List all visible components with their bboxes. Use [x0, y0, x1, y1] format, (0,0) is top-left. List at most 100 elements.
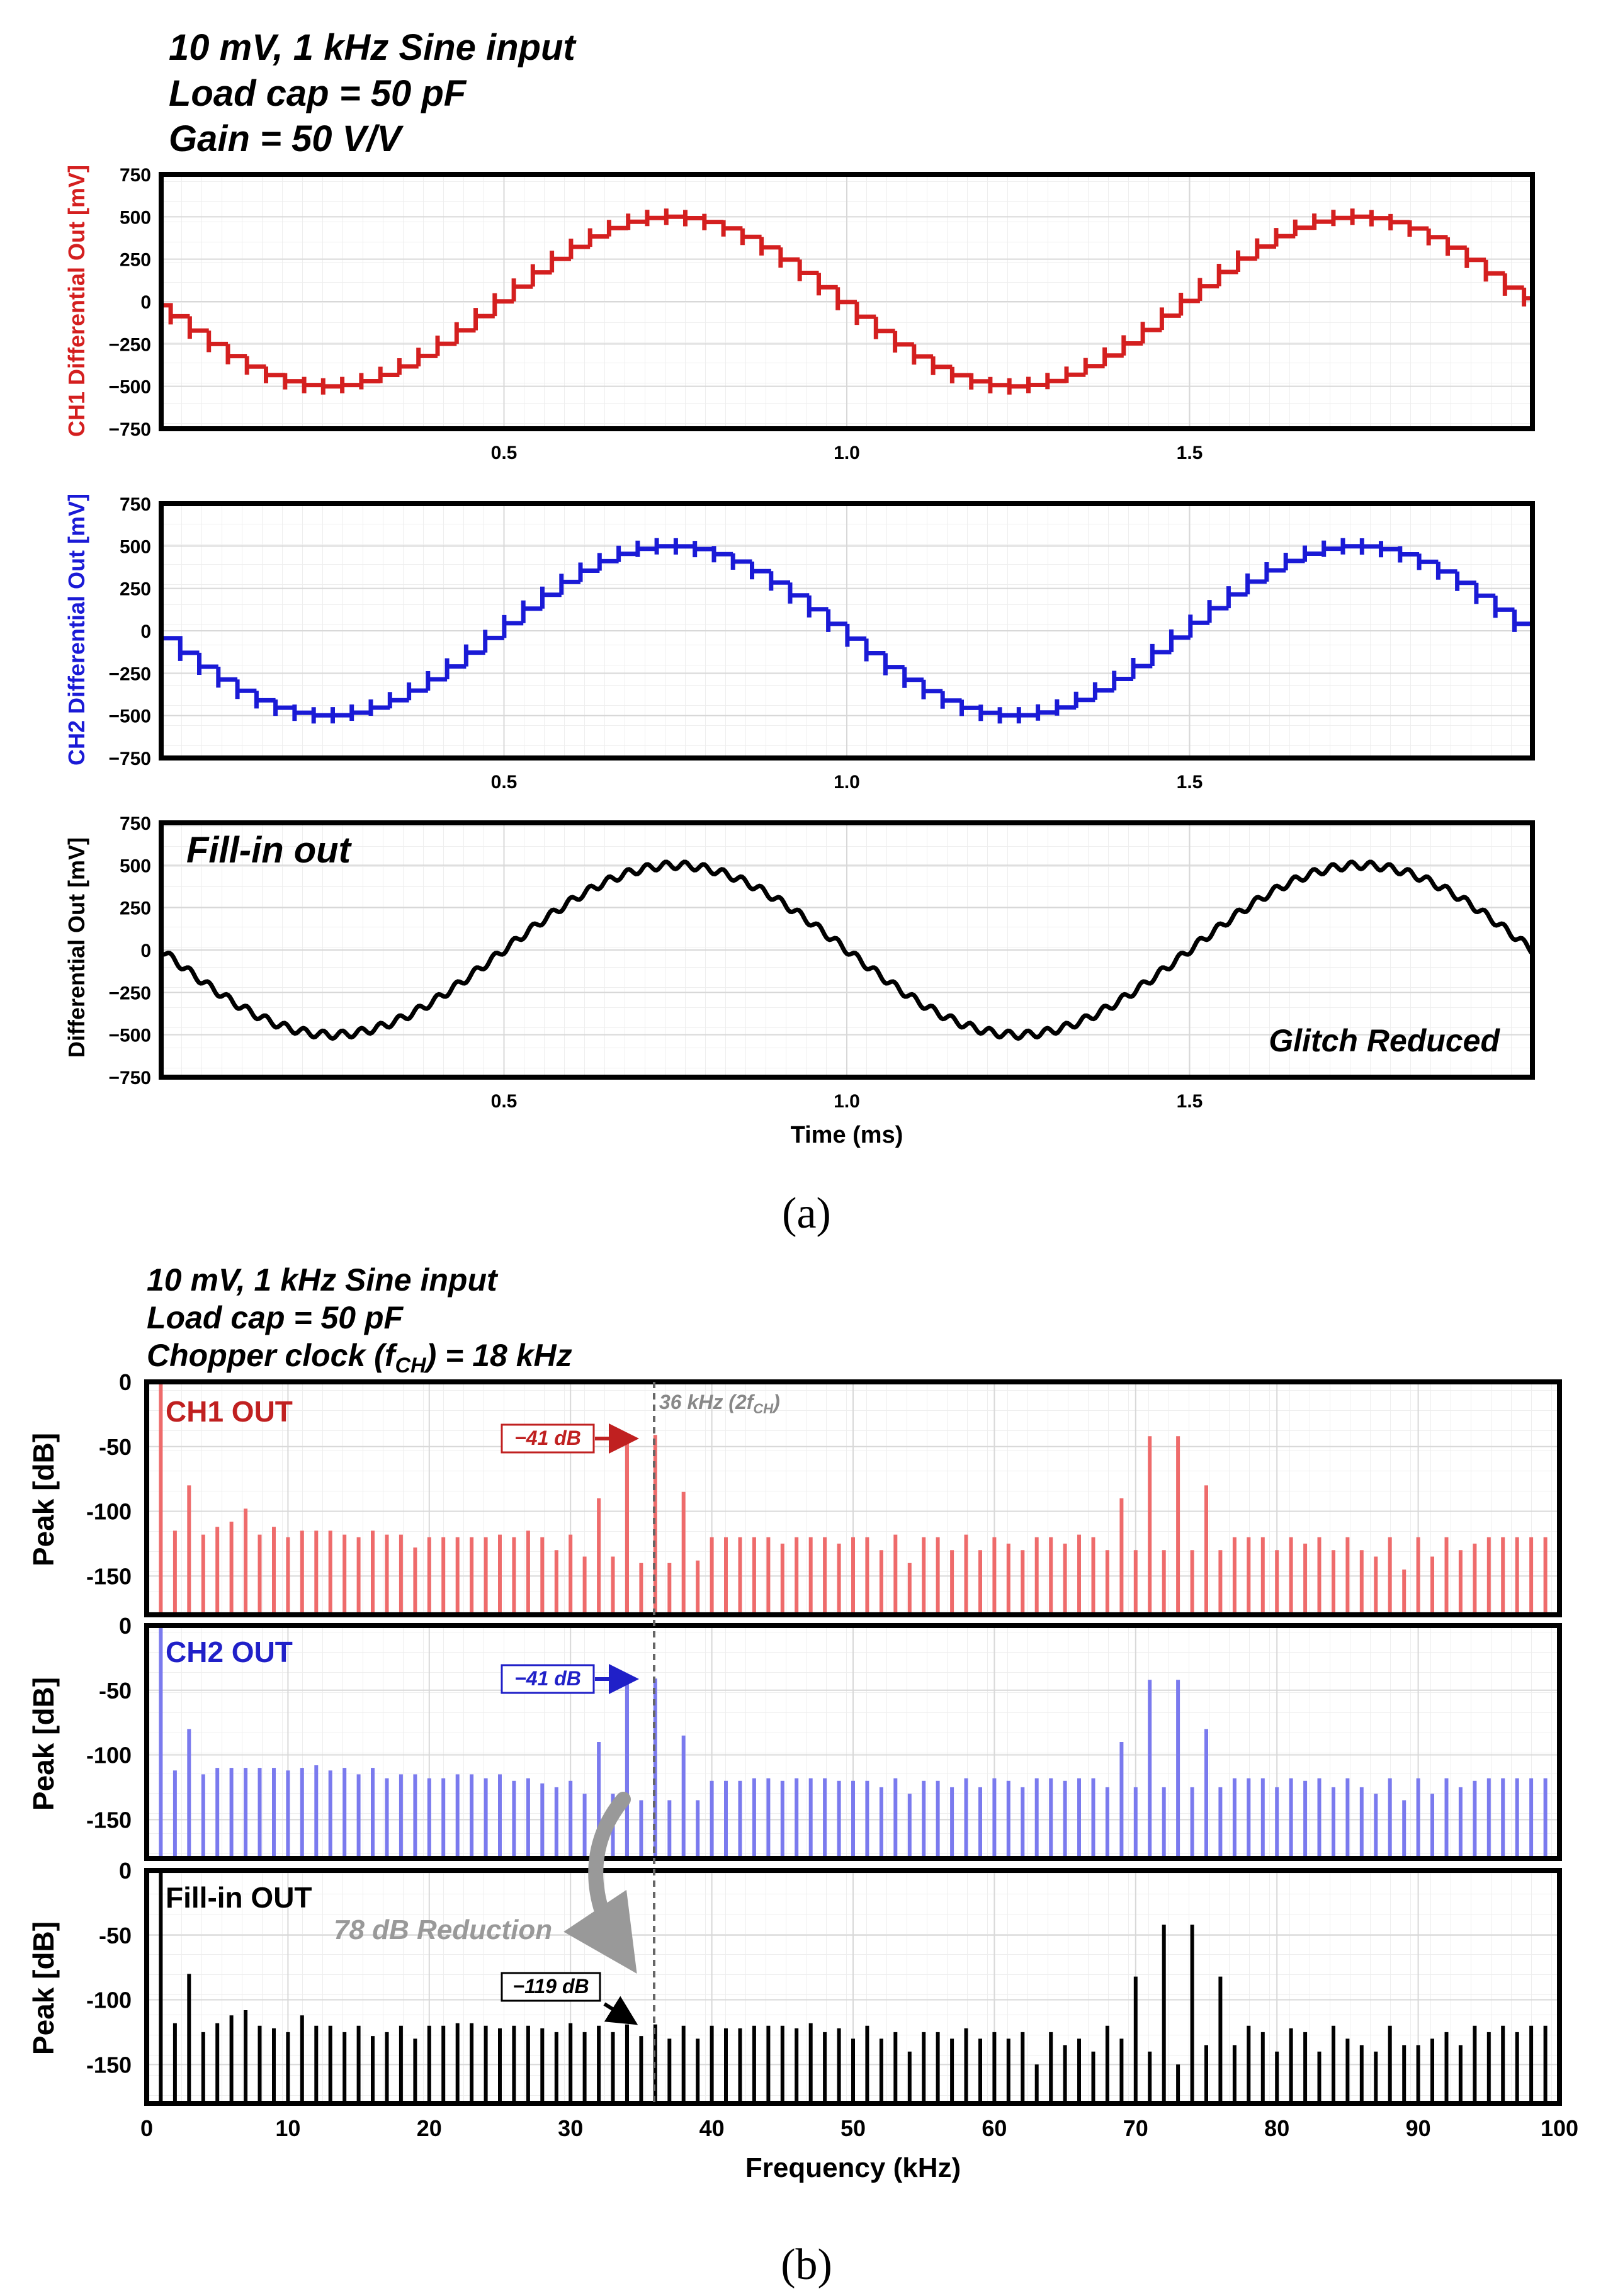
xtick-label: 40 [699, 2115, 725, 2141]
vline-label-end: ) [771, 1391, 780, 1413]
fill-in-title: Fill-in out [186, 830, 353, 871]
yticks-fill-in: 750 500 250 0 −250 −500 −750 [108, 813, 151, 1089]
ytick-label: −250 [108, 334, 151, 355]
fill-in-peak-box [501, 1972, 601, 2002]
vline-label-main: 36 kHz (2f [659, 1391, 756, 1413]
ytick-label: −250 [108, 983, 151, 1004]
chart-fill-in-time: Differential Out [mV] 750 500 250 0 −250 −500… [64, 813, 1535, 1112]
ytick-label: −750 [108, 749, 151, 769]
xtick-label: 1.0 [834, 1091, 860, 1112]
ylabel-ch1: CH1 Differential Out [mV] [64, 165, 89, 437]
ytick-label: -50 [99, 1923, 132, 1948]
panel-b-header: 10 mV, 1 kHz Sine input Load cap = 50 pF… [147, 1262, 572, 1377]
yticks-fill-in-spectrum: 0 -50 -100 -150 [86, 1858, 132, 2078]
ytick-label: 0 [119, 1369, 132, 1395]
header-a-line-1: 10 mV, 1 kHz Sine input [169, 27, 577, 68]
ytick-label: 0 [140, 621, 151, 642]
ytick-label: 500 [120, 207, 151, 228]
xticks-fill-in: 0.5 1.0 1.5 [491, 1091, 1203, 1112]
frame-ch1-spectrum [144, 1379, 1562, 1617]
xtick-label: 1.5 [1177, 443, 1203, 463]
ytick-label: 750 [120, 165, 151, 186]
frame-ch2 [159, 501, 1535, 761]
ytick-label: 0 [140, 941, 151, 961]
ytick-label: -100 [86, 1499, 132, 1525]
ch2-peak-label: −41 dB [514, 1667, 581, 1690]
header-b-line-3a: Chopper clock (f [147, 1338, 398, 1373]
ch1-out-label: CH1 OUT [166, 1395, 293, 1428]
header-b-sub: CH [395, 1354, 427, 1377]
vline-2fch-label: 36 kHz (2fCH) [659, 1391, 780, 1417]
ylabel-ch1-spectrum: Peak [dB] [27, 1433, 60, 1566]
xtick-label: 1.5 [1177, 1091, 1203, 1112]
ylabel-fill-in-spectrum: Peak [dB] [27, 1921, 60, 2055]
xtick-label: 0.5 [491, 443, 518, 463]
fill-in-peak-label: −119 dB [512, 1975, 589, 1998]
chart-ch1-time: CH1 Differential Out [mV] 750 500 250 0 −250… [64, 165, 1535, 463]
chart-ch2-spectrum: 0 -50 -100 -150 Peak [dB] CH2 OUT −41 dB [27, 1613, 1562, 1861]
vline-label-sub: CH [753, 1401, 774, 1417]
ytick-label: −500 [108, 706, 151, 727]
ch2-peak-box [501, 1664, 595, 1694]
xtick-label: 1.0 [834, 772, 860, 793]
ytick-label: 250 [120, 250, 151, 271]
bars-fill-in [159, 1870, 1548, 2103]
ytick-label: 750 [120, 494, 151, 515]
yticks-ch1: 750 500 250 0 −250 −500 −750 [108, 165, 151, 440]
frame-fill-in [159, 820, 1535, 1080]
chart-fill-in-spectrum: 0 -50 -100 -150 0 10 20 30 40 50 60 70 80 90 100 Peak… [27, 1858, 1578, 2141]
fill-in-out-label: Fill-in OUT [166, 1881, 312, 1914]
xticks-fill-in-spectrum: 0 10 20 30 40 50 60 70 80 90 100 [140, 2115, 1578, 2141]
xtick-label: 1.5 [1177, 772, 1203, 793]
xtick-label: 50 [840, 2115, 866, 2141]
ytick-label: −500 [108, 377, 151, 398]
ytick-label: 250 [120, 898, 151, 919]
header-b-line-3b: ) = 18 kHz [423, 1338, 572, 1373]
chart-ch1-spectrum: 0 -50 -100 -150 Peak [dB] CH1 OUT −41 dB [27, 1369, 1562, 1617]
ch1-peak-label: −41 dB [514, 1427, 581, 1449]
yticks-ch2-spectrum: 0 -50 -100 -150 [86, 1613, 132, 1833]
fill-in-peak-arrow [603, 1996, 638, 2025]
ytick-label: 0 [119, 1613, 132, 1639]
xtick-label: 20 [417, 2115, 442, 2141]
header-b-line-3: Chopper clock (fCH) = 18 kHz [147, 1338, 572, 1377]
header-a-line-3: Gain = 50 V/V [169, 118, 404, 159]
glitch-reduced-annotation: Glitch Reduced [1269, 1023, 1500, 1058]
caption-b: (b) [781, 2241, 832, 2289]
xtick-label: 10 [275, 2115, 300, 2141]
ch2-out-label: CH2 OUT [166, 1636, 293, 1668]
header-a-line-2: Load cap = 50 pF [169, 73, 467, 114]
xtick-label: 100 [1541, 2115, 1578, 2141]
ytick-label: -100 [86, 1743, 132, 1768]
ylabel-ch2-spectrum: Peak [dB] [27, 1677, 60, 1811]
reduction-arrow [563, 1792, 637, 1974]
xtick-label: 80 [1264, 2115, 1289, 2141]
xtick-label: 1.0 [834, 443, 860, 463]
ylabel-ch2: CH2 Differential Out [mV] [64, 494, 89, 766]
caption-a: (a) [782, 1189, 831, 1238]
ytick-label: 250 [120, 579, 151, 600]
xticks-ch2: 0.5 1.0 1.5 [491, 772, 1203, 793]
xtick-label: 90 [1406, 2115, 1431, 2141]
chart-ch2-time: CH2 Differential Out [mV] 750 500 250 0 −250… [64, 494, 1535, 793]
frame-fill-in-spectrum [144, 1868, 1562, 2106]
xtick-label: 70 [1123, 2115, 1148, 2141]
ytick-label: −500 [108, 1026, 151, 1046]
xlabel-frequency: Frequency (kHz) [745, 2152, 961, 2183]
yticks-ch2: 750 500 250 0 −250 −500 −750 [108, 494, 151, 769]
ytick-label: -50 [99, 1434, 132, 1460]
ytick-label: -100 [86, 1988, 132, 2013]
reduction-label: 78 dB Reduction [334, 1914, 552, 1945]
ytick-label: 500 [120, 536, 151, 557]
ytick-label: 0 [119, 1858, 132, 1884]
xtick-label: 0.5 [491, 1091, 518, 1112]
ytick-label: −750 [108, 419, 151, 440]
ytick-label: -150 [86, 2052, 132, 2078]
xticks-ch1: 0.5 1.0 1.5 [491, 443, 1203, 463]
ytick-label: 750 [120, 813, 151, 834]
series-ch2 [161, 538, 1532, 724]
frame-ch1 [159, 172, 1535, 431]
xtick-label: 0 [140, 2115, 153, 2141]
ytick-label: −750 [108, 1068, 151, 1089]
